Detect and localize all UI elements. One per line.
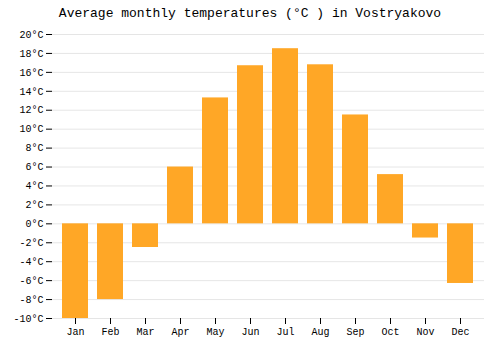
svg-text:Jan: Jan (66, 327, 84, 338)
svg-text:12°C: 12°C (19, 105, 43, 116)
svg-text:Mar: Mar (136, 327, 154, 338)
svg-text:Jun: Jun (241, 327, 259, 338)
svg-text:Apr: Apr (171, 327, 189, 338)
svg-text:-4°C: -4°C (19, 257, 43, 268)
svg-text:Jul: Jul (276, 327, 294, 338)
svg-text:Feb: Feb (101, 327, 119, 338)
html-text:Average monthly temperatures (: Average monthly temperatures (°C ) in Vo… (58, 6, 442, 21)
svg-text:-10°C: -10°C (13, 314, 43, 325)
svg-text:Aug: Aug (311, 327, 329, 338)
svg-text:18°C: 18°C (19, 49, 43, 60)
svg-text:Sep: Sep (346, 327, 364, 338)
svg-text:8°C: 8°C (25, 143, 43, 154)
svg-text:20°C: 20°C (19, 30, 43, 41)
svg-text:-8°C: -8°C (19, 295, 43, 306)
svg-text:-6°C: -6°C (19, 276, 43, 287)
svg-text:Nov: Nov (416, 327, 434, 338)
svg-text:0°C: 0°C (25, 219, 43, 230)
svg-text:May: May (206, 327, 224, 338)
svg-text:10°C: 10°C (19, 124, 43, 135)
svg-text:Dec: Dec (451, 327, 469, 338)
svg-text:14°C: 14°C (19, 87, 43, 98)
svg-text:2°C: 2°C (25, 200, 43, 211)
svg-text:Oct: Oct (381, 327, 399, 338)
svg-text:16°C: 16°C (19, 68, 43, 79)
svg-text:4°C: 4°C (25, 181, 43, 192)
svg-text:6°C: 6°C (25, 162, 43, 173)
svg-text:-2°C: -2°C (19, 238, 43, 249)
